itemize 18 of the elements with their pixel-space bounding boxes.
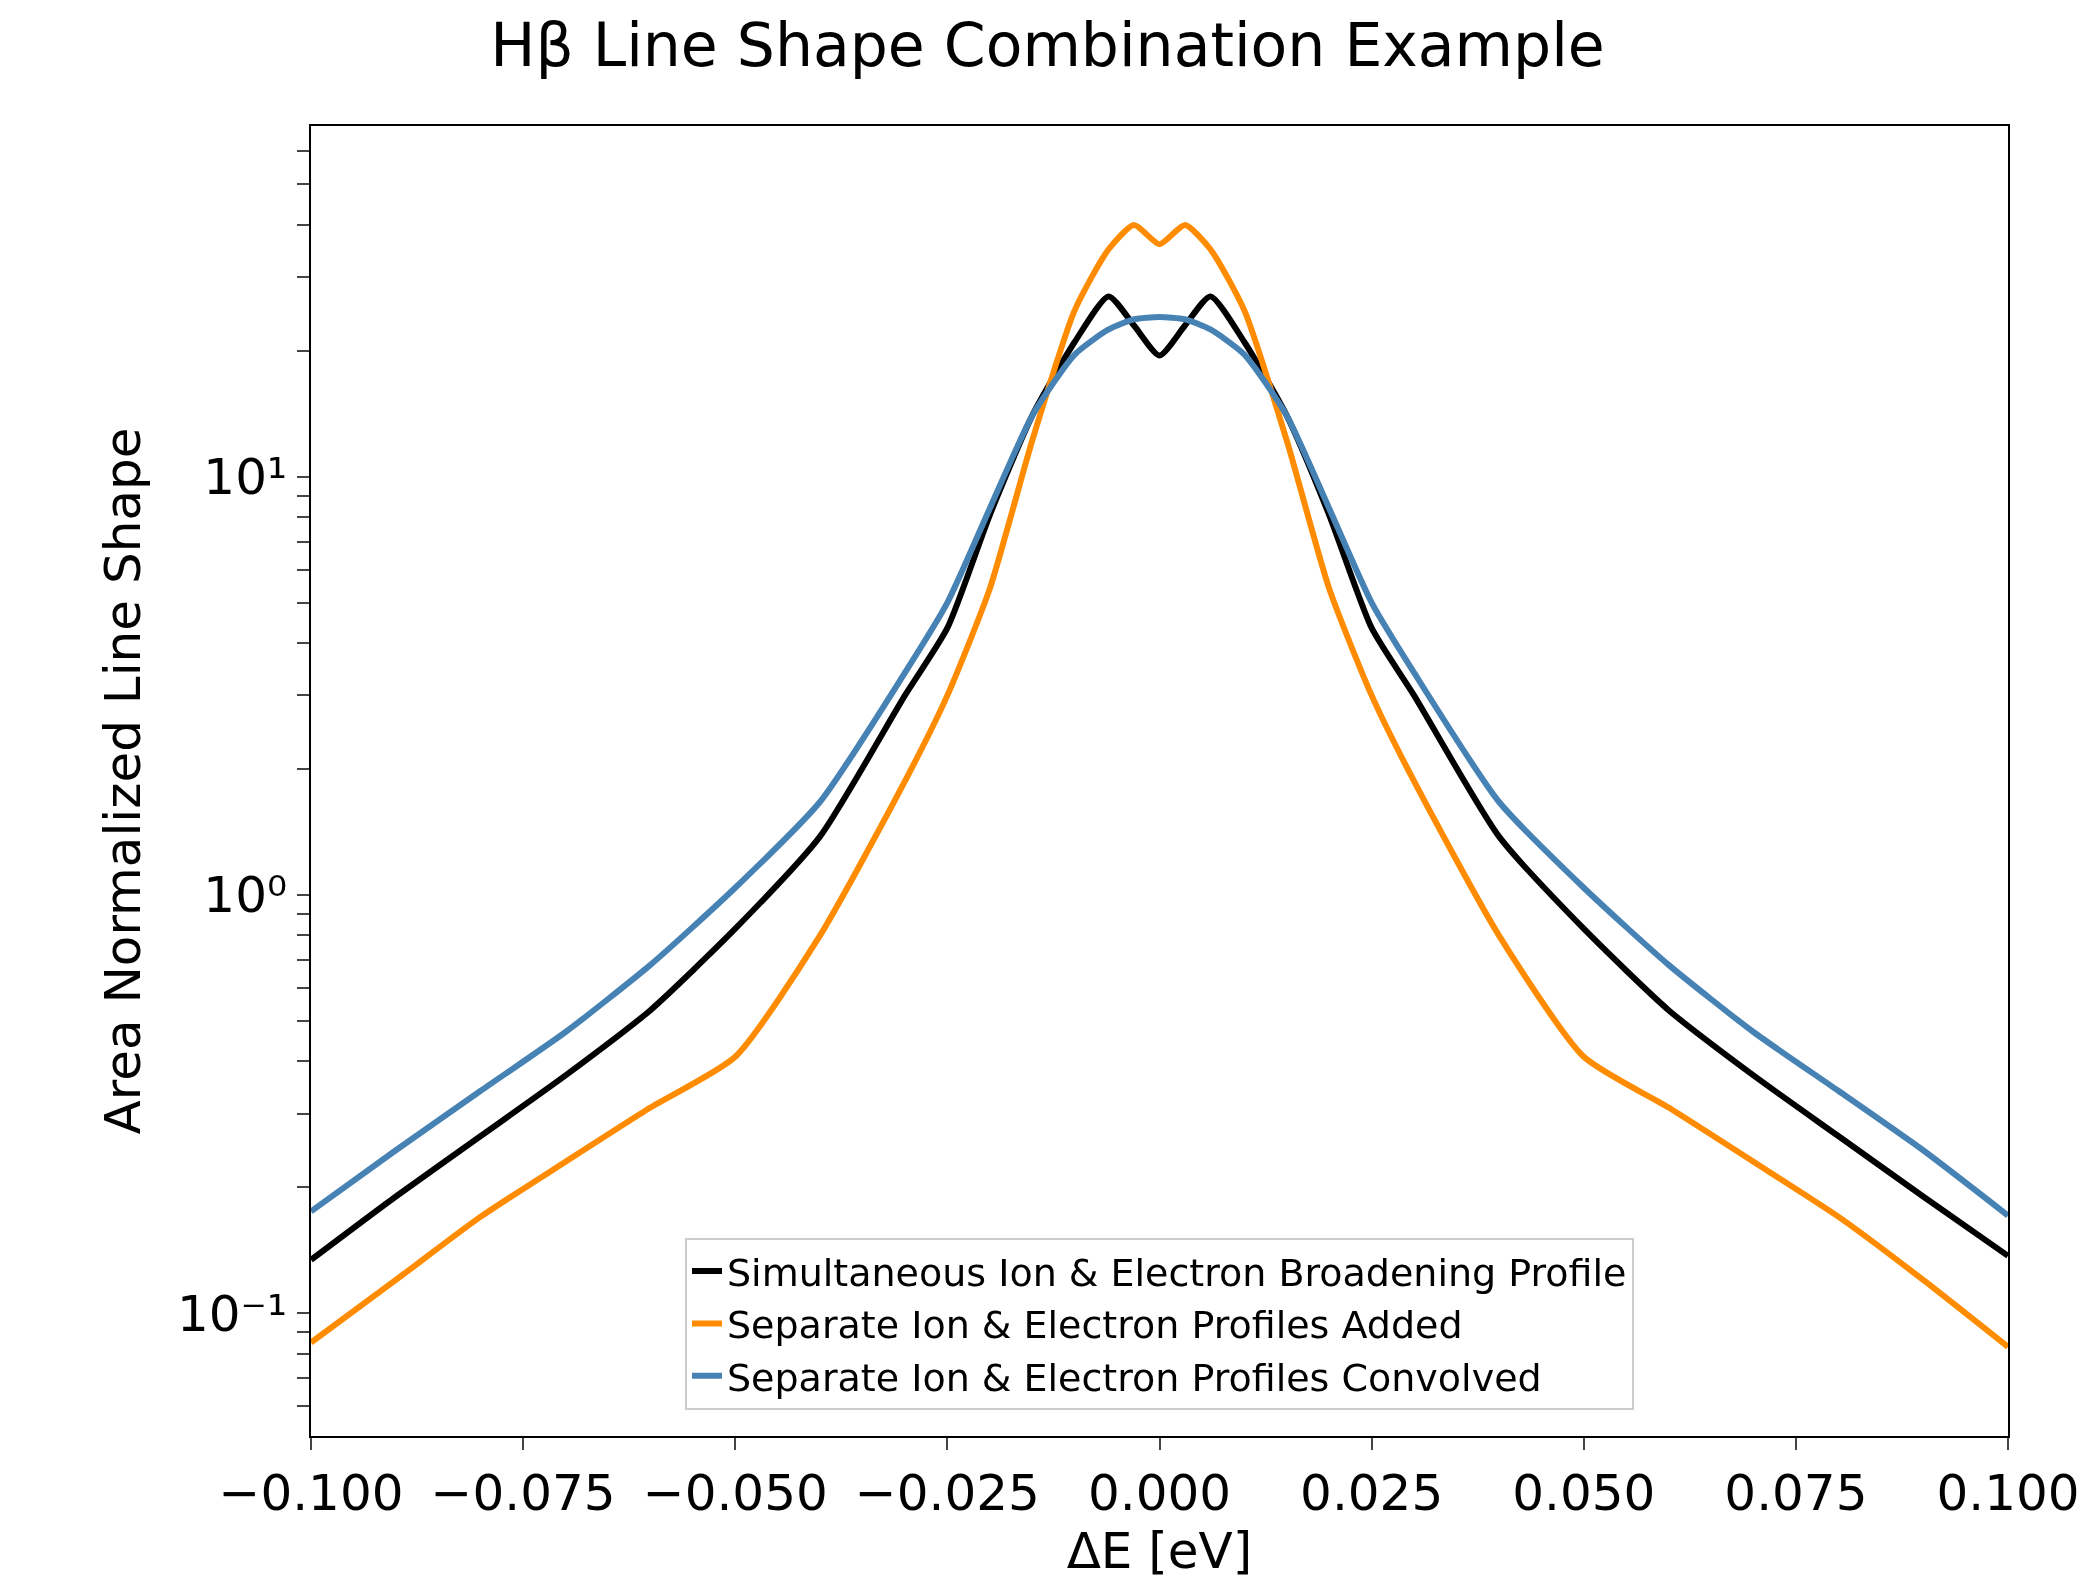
legend-label: Simultaneous Ion & Electron Broadening Profile	[727, 1250, 1627, 1295]
x-tick-label: −0.075	[430, 1464, 616, 1522]
x-axis-title: ΔE [eV]	[1066, 1522, 1253, 1580]
x-tick-label: 0.075	[1724, 1464, 1868, 1522]
chart-title: Hβ Line Shape Combination Example	[490, 9, 1605, 80]
x-tick-label: −0.050	[642, 1464, 828, 1522]
x-tick-label: 0.025	[1300, 1464, 1444, 1522]
y-axis-title: Area Normalized Line Shape	[94, 427, 153, 1135]
x-tick-label: 0.050	[1512, 1464, 1656, 1522]
y-tick-label: 10⁰	[203, 866, 287, 925]
y-tick-label: 10⁻¹	[176, 1284, 287, 1343]
legend-label: Separate Ion & Electron Profiles Convolved	[727, 1355, 1542, 1400]
x-tick-label: −0.100	[218, 1464, 404, 1522]
x-tick-label: 0.100	[1936, 1464, 2080, 1522]
legend-label: Separate Ion & Electron Profiles Added	[727, 1303, 1463, 1348]
x-tick-label: −0.025	[854, 1464, 1040, 1522]
x-tick-label: 0.000	[1087, 1464, 1232, 1522]
y-tick-label: 10¹	[203, 448, 287, 507]
